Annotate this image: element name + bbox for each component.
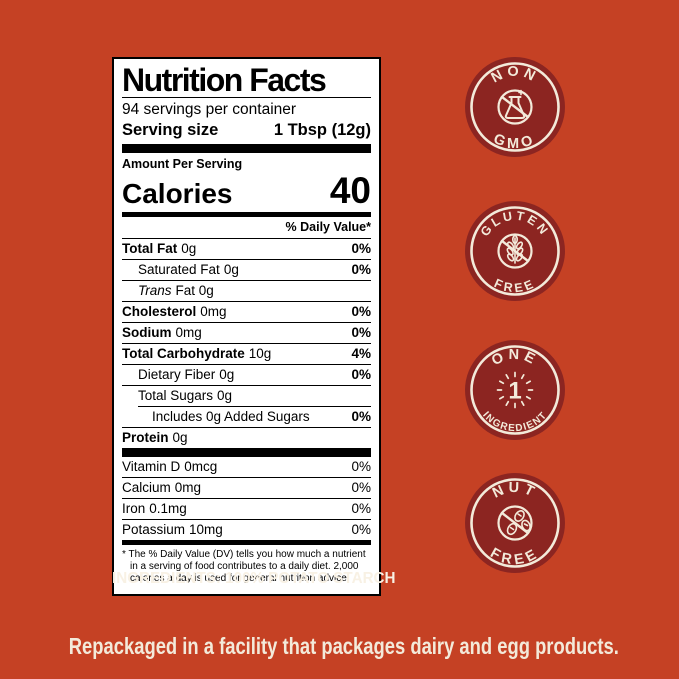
badge-ring [470, 62, 560, 152]
nutrient-dv: 0% [351, 501, 371, 517]
nutrient-dv: 0% [351, 409, 371, 425]
row-sodium: Sodium 0mg 0% [122, 321, 371, 343]
footer-allergen-statement: Repackaged in a facility that packages d… [68, 633, 619, 659]
row-calcium: Calcium 0mg 0% [122, 476, 371, 498]
row-cholesterol: Cholesterol 0mg 0% [122, 300, 371, 322]
nutrient-amount: Fat 0g [175, 283, 214, 299]
badge-ring [470, 206, 560, 296]
row-total-fat: Total Fat 0g 0% [122, 237, 371, 259]
badge-ring [470, 345, 560, 435]
nutrient-amount: 0g [181, 241, 197, 257]
serving-size-value: 1 Tbsp (12g) [273, 120, 371, 139]
nutrient-name: Potassium [122, 522, 186, 538]
nutrient-name: Total Fat [122, 241, 178, 257]
nutrient-amount: 0g [217, 388, 233, 404]
row-dietary-fiber: Dietary Fiber 0g 0% [122, 363, 371, 385]
nutrient-amount: 0g [172, 430, 188, 446]
row-saturated-fat: Saturated Fat 0g 0% [122, 258, 371, 280]
ingredients-value: 100% POTATO STARCH [225, 570, 396, 587]
nutrient-dv: 0% [351, 241, 371, 257]
nutrient-name: Cholesterol [122, 304, 197, 320]
nutrient-amount: 10g [248, 346, 272, 362]
ingredients-label: INGREDIENTS: [112, 570, 221, 587]
thick-separator-bar [122, 447, 371, 457]
badge-nut-free: NUT FREE [465, 473, 565, 573]
nutrient-amount: 0g [219, 367, 235, 383]
row-protein: Protein 0g [122, 426, 371, 448]
servings-per-container: 94 servings per container [122, 100, 297, 118]
serving-size-row: Serving size 1 Tbsp (12g) [122, 120, 371, 141]
badge-one-ingredient: ONE INGREDIENT 1 [465, 340, 565, 440]
nutrient-name: Saturated Fat [138, 262, 220, 278]
row-potassium: Potassium 10mg 0% [122, 518, 371, 540]
row-total-sugars: Total Sugars 0g [122, 384, 371, 406]
row-trans-fat: Trans Fat 0g [122, 279, 371, 301]
amount-per-serving-label: Amount Per Serving [122, 156, 243, 171]
nutrient-dv: 0% [351, 459, 371, 475]
badge-bottom-text: FREE [492, 276, 535, 295]
badge-gluten-free: GLUTEN FREE [465, 201, 565, 301]
nutrient-name: Total Sugars [138, 388, 214, 404]
nutrient-amount: 10mg [189, 522, 223, 538]
svg-text:FREE: FREE [492, 276, 538, 295]
badge-center-number: 1 [508, 378, 521, 405]
divider [122, 96, 371, 98]
nutrient-dv: 0% [351, 522, 371, 538]
nutrient-dv: 0% [351, 262, 371, 278]
nutrient-amount: 0mg [175, 325, 202, 341]
svg-text:GMO: GMO [491, 131, 539, 152]
badge-bottom-text: GMO [491, 131, 535, 152]
calories-row: Calories 40 [122, 172, 371, 209]
nutrient-dv: 0% [351, 480, 371, 496]
nutrition-facts-panel: Nutrition Facts 94 servings per containe… [112, 57, 381, 596]
indented-divider [138, 405, 371, 407]
medium-separator-bar [122, 539, 371, 545]
thick-separator-bar [122, 143, 371, 153]
one-ingredient-burst-icon: 1 [496, 371, 534, 409]
no-wheat-icon [497, 233, 533, 269]
row-vitamin-d: Vitamin D 0mcg 0% [122, 457, 371, 477]
badge-non-gmo: NON GMO [465, 57, 565, 157]
nutrient-name: Total Carbohydrate [122, 346, 245, 362]
nutrient-amount: 0mg [200, 304, 227, 320]
nutrient-amount: 0g [223, 262, 239, 278]
daily-value-footnote: * The % Daily Value (DV) tells you how m… [122, 548, 366, 585]
nutrient-name: Sodium [122, 325, 172, 341]
ingredients-line: INGREDIENTS: 100% POTATO STARCH [112, 570, 396, 588]
nutrition-facts-title: Nutrition Facts [122, 62, 327, 98]
nutrient-name: Protein [122, 430, 169, 446]
nutrient-name: Includes 0g Added Sugars [152, 409, 310, 425]
calories-label: Calories [122, 177, 233, 209]
serving-size-label: Serving size [122, 120, 219, 139]
daily-value-header: % Daily Value* [285, 219, 371, 234]
nutrient-name: Trans [138, 283, 172, 299]
medium-separator-bar [122, 211, 371, 217]
no-gmo-flask-icon [497, 89, 533, 125]
nutrient-name: Vitamin D [122, 459, 181, 475]
no-nut-icon [497, 505, 533, 541]
nutrient-dv: 0% [351, 367, 371, 383]
calories-value: 40 [329, 169, 371, 211]
nutrient-dv: 0% [351, 304, 371, 320]
row-added-sugars: Includes 0g Added Sugars 0% [122, 407, 371, 427]
row-total-carbohydrate: Total Carbohydrate 10g 4% [122, 342, 371, 364]
badge-circle [465, 340, 565, 440]
nutrient-name: Calcium [122, 480, 171, 496]
nutrient-amount: 0mg [174, 480, 202, 496]
nutrient-name: Iron [122, 501, 146, 517]
badge-ring [470, 478, 560, 568]
nutrient-amount: 0.1mg [149, 501, 187, 517]
row-iron: Iron 0.1mg 0% [122, 497, 371, 519]
nutrient-dv: 4% [351, 346, 371, 362]
nutrient-amount: 0mcg [184, 459, 218, 475]
nutrient-name: Dietary Fiber [138, 367, 216, 383]
nutrient-dv: 0% [351, 325, 371, 341]
